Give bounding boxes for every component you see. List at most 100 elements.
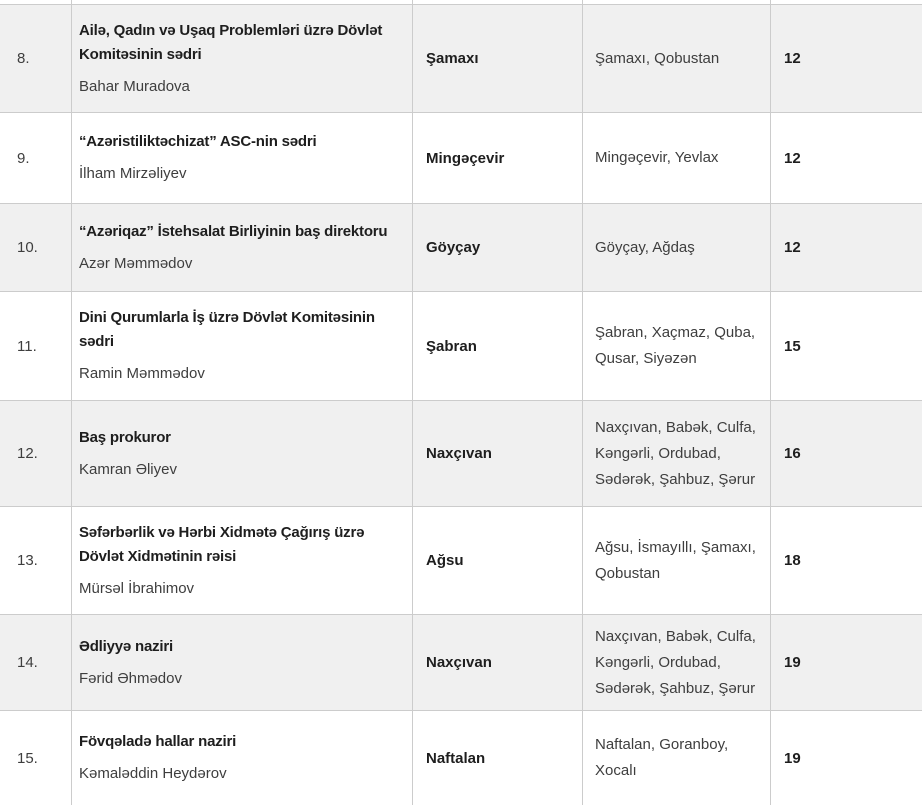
- official-position-title: Baş prokuror: [79, 428, 171, 446]
- official-cell: “Azəriqaz” İstehsalat Birliyinin baş dir…: [72, 204, 413, 291]
- row-number: 14.: [17, 654, 38, 671]
- count-value: 16: [784, 445, 801, 462]
- city-cell: Şabran: [413, 292, 583, 400]
- regions-list: Şabran, Xaçmaz, Quba, Qusar, Siyəzən: [595, 324, 756, 367]
- previous-row-bottom-edge: [0, 0, 922, 4]
- city-cell: Naxçıvan: [413, 401, 583, 506]
- regions-list: Mingəçevir, Yevlax: [595, 149, 719, 166]
- official-cell: Fövqəladə hallar naziri Kəmaləddin Heydə…: [72, 711, 413, 805]
- count-value: 12: [784, 149, 801, 167]
- official-cell: Səfərbərlik və Hərbi Xidmətə Çağırış üzr…: [72, 507, 413, 614]
- count-cell: 19: [771, 615, 922, 710]
- city-name: Naxçıvan: [426, 654, 492, 671]
- row-number-cell: 15.: [0, 711, 72, 805]
- count-cell: 12: [771, 113, 922, 203]
- official-cell: “Azəristiliktəchizat” ASC-nin sədri İlha…: [72, 113, 413, 203]
- sliver-official-cell: [72, 0, 413, 4]
- count-value: 15: [784, 337, 801, 355]
- regions-cell: Mingəçevir, Yevlax: [583, 113, 771, 203]
- city-name: Ağsu: [426, 552, 464, 569]
- regions-cell: Naftalan, Goranboy, Xocalı: [583, 711, 771, 805]
- row-number-cell: 13.: [0, 507, 72, 614]
- regions-cell: Göyçay, Ağdaş: [583, 204, 771, 291]
- city-cell: Naftalan: [413, 711, 583, 805]
- city-cell: Şamaxı: [413, 5, 583, 112]
- city-cell: Naxçıvan: [413, 615, 583, 710]
- official-person-name: Mürsəl İbrahimov: [79, 579, 195, 597]
- count-cell: 12: [771, 5, 922, 112]
- official-person-name: Kəmaləddin Heydərov: [79, 765, 227, 782]
- city-name: Göyçay: [426, 239, 481, 256]
- official-position-title: Səfərbərlik və Hərbi Xidmətə Çağırış üzr…: [79, 523, 365, 565]
- count-cell: 19: [771, 711, 922, 805]
- sliver-regions-cell: [583, 0, 771, 4]
- row-number: 13.: [17, 552, 38, 569]
- table-row: 9. “Azəristiliktəchizat” ASC-nin sədri İ…: [0, 112, 922, 203]
- table-row: 15. Fövqəladə hallar naziri Kəmaləddin H…: [0, 710, 922, 805]
- table-row: 8. Ailə, Qadın və Uşaq Problemləri üzrə …: [0, 4, 922, 112]
- official-person-name: Kamran Əliyev: [79, 460, 177, 478]
- count-value: 12: [784, 50, 801, 67]
- row-number: 8.: [17, 50, 30, 67]
- row-number-cell: 14.: [0, 615, 72, 710]
- official-position-title: “Azəriqaz” İstehsalat Birliyinin baş dir…: [79, 222, 388, 240]
- city-name: Mingəçevir: [426, 149, 505, 167]
- official-cell: Ailə, Qadın və Uşaq Problemləri üzrə Döv…: [72, 5, 413, 112]
- city-name: Şamaxı: [426, 50, 479, 67]
- regions-list: Ağsu, İsmayıllı, Şamaxı, Qobustan: [595, 538, 756, 582]
- row-number: 11.: [17, 337, 37, 355]
- row-number: 10.: [17, 239, 38, 256]
- official-person-name: Fərid Əhmədov: [79, 669, 182, 687]
- regions-list: Naxçıvan, Babək, Culfa, Kəngərli, Orduba…: [595, 627, 756, 697]
- official-position-title: Dini Qurumlarla İş üzrə Dövlət Komitəsin…: [79, 309, 375, 350]
- regions-cell: Ağsu, İsmayıllı, Şamaxı, Qobustan: [583, 507, 771, 614]
- row-number-cell: 9.: [0, 113, 72, 203]
- regions-cell: Naxçıvan, Babək, Culfa, Kəngərli, Orduba…: [583, 615, 771, 710]
- sliver-count-cell: [771, 0, 922, 4]
- count-cell: 18: [771, 507, 922, 614]
- count-value: 19: [784, 749, 801, 767]
- row-number-cell: 10.: [0, 204, 72, 291]
- official-person-name: Azər Məmmədov: [79, 254, 193, 272]
- official-cell: Ədliyyə naziri Fərid Əhmədov: [72, 615, 413, 710]
- regions-cell: Şamaxı, Qobustan: [583, 5, 771, 112]
- row-number: 15.: [17, 749, 38, 767]
- count-cell: 12: [771, 204, 922, 291]
- official-position-title: Ədliyyə naziri: [79, 637, 173, 655]
- count-value: 12: [784, 239, 801, 256]
- count-cell: 16: [771, 401, 922, 506]
- row-number-cell: 12.: [0, 401, 72, 506]
- city-name: Naftalan: [426, 749, 486, 767]
- sliver-city-cell: [413, 0, 583, 4]
- official-person-name: Ramin Məmmədov: [79, 365, 205, 382]
- row-number-cell: 11.: [0, 292, 72, 400]
- table-row: 10. “Azəriqaz” İstehsalat Birliyinin baş…: [0, 203, 922, 291]
- row-number-cell: 8.: [0, 5, 72, 112]
- count-cell: 15: [771, 292, 922, 400]
- official-person-name: Bahar Muradova: [79, 77, 190, 95]
- row-number: 9.: [17, 149, 30, 167]
- official-position-title: Fövqəladə hallar naziri: [79, 733, 237, 750]
- count-value: 18: [784, 552, 801, 569]
- official-person-name: İlham Mirzəliyev: [79, 165, 187, 182]
- official-cell: Baş prokuror Kamran Əliyev: [72, 401, 413, 506]
- regions-cell: Naxçıvan, Babək, Culfa, Kəngərli, Orduba…: [583, 401, 771, 506]
- city-cell: Ağsu: [413, 507, 583, 614]
- table-row: 11. Dini Qurumlarla İş üzrə Dövlət Komit…: [0, 291, 922, 400]
- regions-cell: Şabran, Xaçmaz, Quba, Qusar, Siyəzən: [583, 292, 771, 400]
- row-number: 12.: [17, 445, 38, 462]
- official-cell: Dini Qurumlarla İş üzrə Dövlət Komitəsin…: [72, 292, 413, 400]
- regions-list: Şamaxı, Qobustan: [595, 49, 720, 67]
- city-cell: Mingəçevir: [413, 113, 583, 203]
- regions-list: Naxçıvan, Babək, Culfa, Kəngərli, Orduba…: [595, 418, 756, 488]
- sliver-number-cell: [0, 0, 72, 4]
- count-value: 19: [784, 654, 801, 671]
- table-row: 13. Səfərbərlik və Hərbi Xidmətə Çağırış…: [0, 506, 922, 614]
- city-name: Şabran: [426, 337, 477, 355]
- city-cell: Göyçay: [413, 204, 583, 291]
- regions-list: Göyçay, Ağdaş: [595, 238, 695, 256]
- official-position-title: “Azəristiliktəchizat” ASC-nin sədri: [79, 133, 317, 150]
- city-name: Naxçıvan: [426, 445, 492, 462]
- table-row: 12. Baş prokuror Kamran Əliyev Naxçıvan …: [0, 400, 922, 506]
